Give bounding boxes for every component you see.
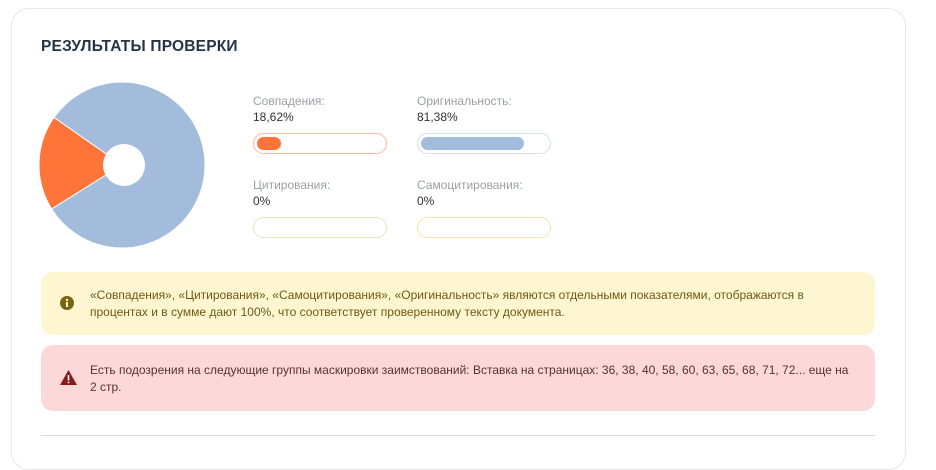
progress-bar: [417, 133, 551, 154]
metric-value: 81,38%: [417, 110, 458, 124]
warning-alert: Есть подозрения на следующие группы маск…: [41, 345, 875, 411]
metric-matches: Совпадения: 18,62%: [253, 94, 387, 154]
metric-value: 18,62%: [253, 110, 294, 124]
metric-label: Самоцитирования:: [417, 178, 523, 192]
divider: [41, 435, 875, 436]
progress-fill: [421, 137, 525, 150]
progress-bar: [253, 217, 387, 238]
warning-text: Есть подозрения на следующие группы маск…: [90, 363, 849, 394]
metric-label: Цитирования:: [253, 178, 331, 192]
pie-slice-matches: [38, 116, 123, 210]
progress-bar: [253, 133, 387, 154]
pie-hole: [103, 144, 145, 186]
metric-originality: Оригинальность: 81,38%: [417, 94, 551, 154]
page-title: РЕЗУЛЬТАТЫ ПРОВЕРКИ: [41, 38, 238, 55]
info-text: «Совпадения», «Цитирования», «Самоцитиро…: [90, 288, 804, 319]
metric-value: 0%: [253, 194, 271, 208]
metric-label: Оригинальность:: [417, 94, 512, 108]
progress-fill: [257, 137, 281, 150]
metric-self-citations: Самоцитирования: 0%: [417, 178, 551, 238]
metric-label: Совпадения:: [253, 94, 325, 108]
info-icon: [60, 296, 74, 310]
metric-citations: Цитирования: 0%: [253, 178, 387, 238]
info-alert: «Совпадения», «Цитирования», «Самоцитиро…: [41, 272, 875, 335]
progress-bar: [417, 217, 551, 238]
warning-icon: [60, 370, 77, 385]
metric-value: 0%: [417, 194, 435, 208]
pie-chart: [38, 81, 206, 249]
